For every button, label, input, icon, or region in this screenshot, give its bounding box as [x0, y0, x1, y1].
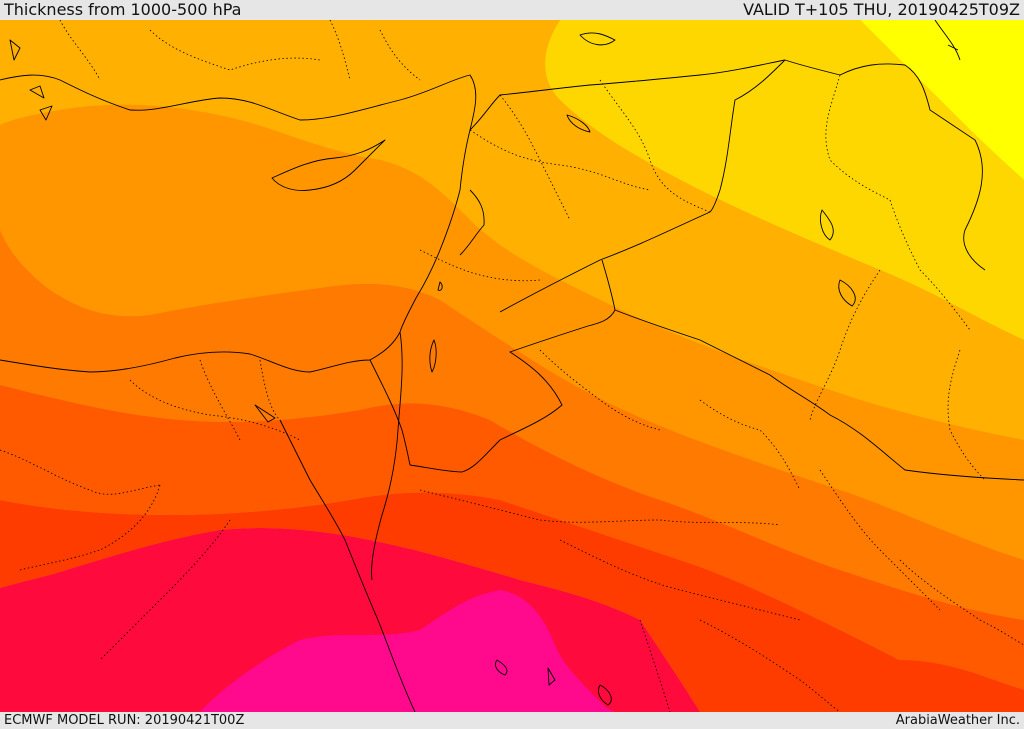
model-run-label: ECMWF MODEL RUN: 20190421T00Z [4, 713, 245, 728]
band-magenta-south [200, 590, 610, 712]
map-footer: ECMWF MODEL RUN: 20190421T00Z ArabiaWeat… [0, 712, 1024, 729]
map-header: Thickness from 1000-500 hPa VALID T+105 … [0, 0, 1024, 20]
valid-time: VALID T+105 THU, 20190425T09Z [743, 0, 1020, 19]
credit-label: ArabiaWeather Inc. [895, 713, 1020, 728]
band-magenta-east [520, 686, 615, 712]
band-red [0, 492, 980, 712]
map-title: Thickness from 1000-500 hPa [4, 0, 242, 19]
band-yellow [860, 20, 1024, 180]
band-red-orange [0, 385, 1024, 712]
band-red-blob-se [820, 660, 1024, 712]
band-dark-orange [0, 230, 1024, 620]
coastlines [0, 20, 961, 712]
band-gold [0, 20, 1024, 440]
thickness-map-svg [0, 20, 1024, 712]
country-borders [369, 59, 1024, 481]
internal-borders [0, 20, 1024, 712]
band-light-yellow [545, 20, 1024, 340]
band-orange [0, 104, 1024, 560]
thickness-map [0, 20, 1024, 712]
